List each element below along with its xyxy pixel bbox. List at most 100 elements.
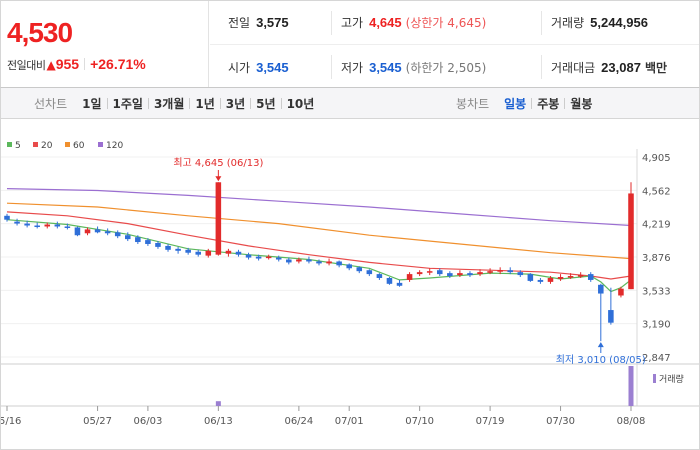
candle-body-5 <box>54 224 61 227</box>
x-axis: 05/16 05/27 06/03 06/13 06/24 07/01 07/10 07/19… <box>1 406 645 427</box>
y-axis: 4,905 4,562 4,219 3,876 3,533 3,190 2,847 <box>642 153 671 364</box>
x-tick-label-8: 07/30 <box>546 416 575 427</box>
candle-body-4 <box>44 224 51 227</box>
candle-body-57 <box>577 275 584 277</box>
legend-label-20: 20 <box>41 141 53 151</box>
tab-1w[interactable]: 1주일 <box>112 96 143 111</box>
candle-body-39 <box>396 282 403 286</box>
y-tick-label-6: 2,847 <box>642 353 671 364</box>
high-annotation-label: 최고 4,645 (06/13) <box>173 157 263 169</box>
divider <box>331 55 332 79</box>
candle-body-28 <box>286 259 292 263</box>
candle-body-22 <box>225 250 232 254</box>
open-price: 시가 3,545 <box>228 58 289 78</box>
tab-monthly[interactable]: 월봉 <box>570 96 593 111</box>
tab-3m[interactable]: 3개월 <box>153 96 185 111</box>
divider <box>210 44 699 45</box>
x-tick-label-0: 05/16 <box>1 416 21 427</box>
change-value: 955 <box>55 56 80 72</box>
candle-body-31 <box>316 261 322 264</box>
open-label: 시가 <box>228 61 251 75</box>
legend-swatch-5 <box>7 142 12 147</box>
high-annotation-arrow <box>215 176 222 182</box>
candle-body-62 <box>628 193 634 290</box>
high-label: 고가 <box>341 16 364 30</box>
y-tick-label-5: 3,190 <box>642 320 671 331</box>
legend-swatch-120 <box>98 142 103 147</box>
volume-panel: 거래량 <box>215 366 684 406</box>
volume-bar-21 <box>215 401 221 406</box>
candle-body-11 <box>114 232 121 237</box>
x-tick-label-2: 06/03 <box>133 416 162 427</box>
candle-body-38 <box>386 277 393 284</box>
current-price: 4,530 <box>7 17 73 48</box>
candle-body-35 <box>356 267 363 272</box>
divider <box>219 97 221 109</box>
candle-body-36 <box>366 270 373 275</box>
tab-10y[interactable]: 10년 <box>286 96 315 111</box>
volume-bar-62 <box>628 366 634 406</box>
high-price: 고가 4,645 (상한가 4,645) <box>341 13 486 33</box>
tab-3y[interactable]: 3년 <box>225 96 246 111</box>
candle-body-33 <box>336 261 342 266</box>
y-tick-label-2: 4,219 <box>642 220 671 231</box>
volume-value: 5,244,956 <box>590 15 648 30</box>
tab-daily[interactable]: 일봉 <box>504 96 527 111</box>
annotations: 최고 4,645 (06/13) 최저 3,010 (08/05) <box>173 157 646 366</box>
candle-body-9 <box>94 229 101 233</box>
candle-body-51 <box>517 272 524 276</box>
candle-body-54 <box>547 277 554 282</box>
divider <box>189 97 191 109</box>
trade-amount: 거래대금 23,087 백만 <box>551 58 667 78</box>
legend: 5 20 60 120 <box>7 141 123 151</box>
tab-1y[interactable]: 1년 <box>195 96 215 111</box>
amount-label: 거래대금 <box>551 61 596 75</box>
y-tick-label-1: 4,562 <box>642 186 671 197</box>
divider <box>541 11 542 35</box>
candle-body-59 <box>598 284 604 294</box>
divider <box>106 97 108 109</box>
low-price: 저가 3,545 (하한가 2,505) <box>341 58 486 78</box>
candle-body-26 <box>265 256 272 259</box>
quote-summary: 4,530 전일대비▲955 +26.71% 전일 3,575 고가 4,645 (상한… <box>0 0 700 88</box>
candle-body-25 <box>255 256 262 259</box>
amount-unit: 백만 <box>644 61 668 75</box>
candle-body-30 <box>306 259 312 262</box>
candle-body-10 <box>104 231 111 234</box>
chart-toolbar: 선차트 1일 1주일 3개월 1년 3년 5년 10년 봉차트 일봉 주봉 월봉 <box>0 88 700 119</box>
candle-body-23 <box>235 251 242 255</box>
prev-close-label: 전일 <box>228 16 251 30</box>
candle-body-52 <box>527 274 534 281</box>
high-value: 4,645 <box>369 15 402 30</box>
ma20-line <box>6 211 632 280</box>
tab-5y[interactable]: 5년 <box>256 96 276 111</box>
candle-body-58 <box>587 274 594 280</box>
legend-label-60: 60 <box>73 141 85 151</box>
ma5-line <box>6 219 632 293</box>
candle-body-46 <box>467 273 473 276</box>
prev-close-value: 3,575 <box>256 15 289 30</box>
divider <box>84 58 86 70</box>
divider <box>147 97 149 109</box>
tab-weekly[interactable]: 주봉 <box>537 96 560 111</box>
candlestick-chart: 5 20 60 120 4,905 4,562 4,219 3,876 3,533 3,190 2… <box>0 119 700 450</box>
candle-body-43 <box>437 270 443 275</box>
chart-svg: 5 20 60 120 4,905 4,562 4,219 3,876 3,533 3,190 2… <box>1 141 699 427</box>
divider <box>331 11 332 35</box>
ma60-line <box>6 202 632 260</box>
candle-body-1 <box>14 221 20 224</box>
amount-value: 23,087 <box>601 60 641 75</box>
candle-body-29 <box>296 259 302 262</box>
candle-body-44 <box>447 273 453 277</box>
tab-1d[interactable]: 1일 <box>82 96 102 111</box>
up-triangle-icon: ▲ <box>46 58 56 72</box>
ma120-line <box>6 188 632 227</box>
candle-body-60 <box>608 310 614 323</box>
x-tick-label-1: 05/27 <box>83 416 112 427</box>
low-annotation-arrow <box>597 342 604 348</box>
candle-body-3 <box>34 225 40 228</box>
x-tick-label-5: 07/01 <box>335 416 364 427</box>
candle-body-12 <box>125 235 131 240</box>
candle-body-18 <box>185 249 191 253</box>
candle-body-0 <box>4 215 10 220</box>
